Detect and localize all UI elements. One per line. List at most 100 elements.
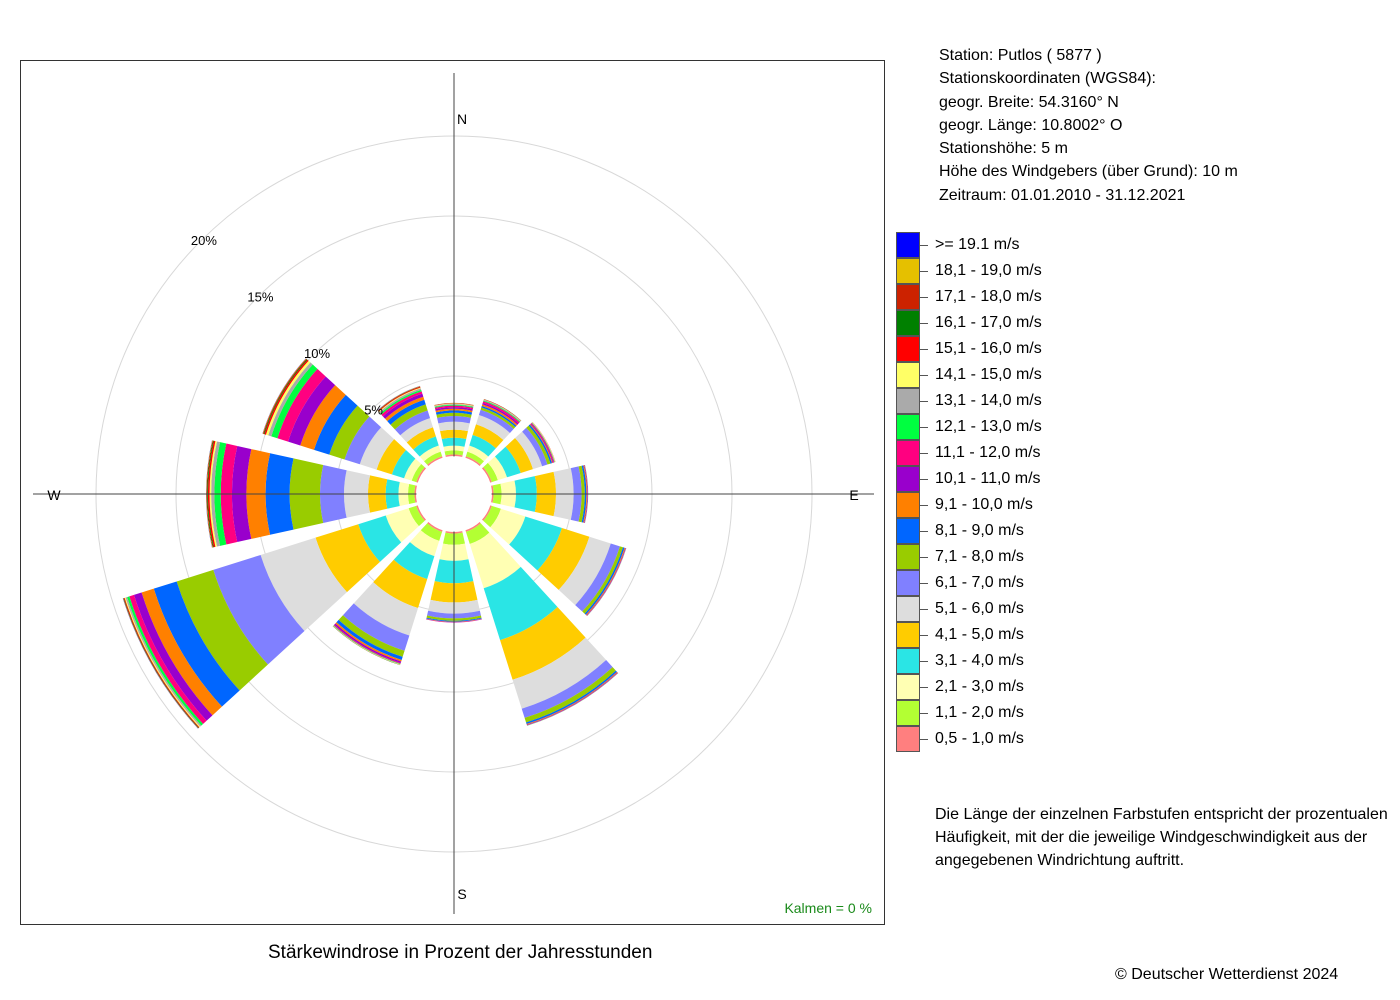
center-hub — [416, 456, 492, 532]
sector-210-band-6 — [342, 603, 410, 651]
sector-0-band-16 — [434, 403, 474, 406]
legend-swatch — [896, 466, 920, 492]
legend-swatch — [896, 622, 920, 648]
sector-0-band-15 — [434, 403, 474, 406]
legend-label: 0,5 - 1,0 m/s — [935, 730, 1024, 747]
legend-label: 16,1 - 17,0 m/s — [935, 314, 1042, 331]
sector-330-band-10 — [382, 393, 424, 419]
sector-240-band-9 — [141, 588, 222, 716]
windrose-plot: 5% 10% 15% 20% N E S W Kalmen = 0 % — [20, 60, 885, 925]
sector-210 — [332, 522, 443, 666]
legend-tick — [920, 505, 928, 506]
sector-120 — [482, 505, 627, 617]
sector-0-band-10 — [435, 407, 473, 411]
legend-swatch — [896, 232, 920, 258]
sector-30-band-3 — [469, 434, 496, 457]
legend-swatch — [896, 284, 920, 310]
sector-30 — [465, 399, 522, 466]
legend-label: 12,1 - 13,0 m/s — [935, 418, 1042, 435]
legend-label: 7,1 - 8,0 m/s — [935, 548, 1024, 565]
sector-30-band-2 — [467, 445, 489, 462]
sector-120-band-1 — [483, 505, 501, 528]
legend-swatch — [896, 336, 920, 362]
legend-swatch — [896, 648, 920, 674]
legend-tick — [920, 609, 928, 610]
sector-300-band-0 — [416, 467, 426, 483]
legend-swatch — [896, 414, 920, 440]
sector-330-band-8 — [387, 399, 426, 425]
legend-tick — [920, 401, 928, 402]
direction-label-W: W — [47, 487, 61, 503]
sector-240-band-2 — [385, 508, 419, 543]
sector-240-band-5 — [260, 537, 347, 632]
station-info-line: Station: Putlos ( 5877 ) — [939, 47, 1102, 64]
sector-300-band-5 — [359, 427, 395, 470]
legend-swatch — [896, 518, 920, 544]
sector-300-band-11 — [277, 368, 326, 442]
sector-150 — [465, 522, 619, 726]
legend-tick — [920, 453, 928, 454]
sector-330-band-11 — [381, 391, 423, 417]
direction-label-E: E — [849, 487, 858, 503]
sector-30-band-7 — [480, 407, 516, 429]
sector-330-band-6 — [394, 410, 431, 436]
sector-150-band-7 — [524, 667, 616, 723]
legend-swatch — [896, 726, 920, 752]
legend-label: 2,1 - 3,0 m/s — [935, 678, 1024, 695]
sector-150-band-1 — [465, 523, 490, 544]
station-info: Station: Putlos ( 5877 ) Stationskoordina… — [939, 44, 1238, 207]
note-line: angegebenen Windrichtung auftritt. — [935, 852, 1185, 869]
sector-180-band-10 — [426, 619, 482, 623]
sector-300-band-7 — [329, 405, 370, 460]
sector-300-band-9 — [300, 385, 346, 450]
sector-330-band-12 — [380, 389, 422, 415]
legend-label: 9,1 - 10,0 m/s — [935, 496, 1033, 513]
sector-330-band-4 — [406, 427, 436, 450]
sector-60-band-1 — [483, 462, 498, 483]
legend-tick — [920, 531, 928, 532]
sector-330-band-7 — [390, 404, 428, 430]
sector-60-band-8 — [528, 424, 553, 464]
station-info-line: Stationskoordinaten (WGS84): — [939, 70, 1156, 88]
sector-300-band-2 — [404, 458, 422, 481]
sector-330-band-9 — [385, 396, 425, 422]
legend-swatch — [896, 492, 920, 518]
sector-30-band-5 — [476, 415, 510, 441]
sector-210-band-0 — [427, 522, 443, 532]
legend-label: 18,1 - 19,0 m/s — [935, 262, 1042, 279]
sector-120-band-4 — [537, 528, 590, 590]
sector-210-band-5 — [353, 582, 419, 636]
sector-240-band-8 — [153, 581, 240, 707]
sector-120-band-3 — [509, 516, 562, 571]
sector-240-band-0 — [416, 505, 426, 521]
legend-tick — [920, 375, 928, 376]
legend-tick — [920, 687, 928, 688]
sector-300-band-14 — [265, 360, 311, 436]
sector-270-band-18 — [206, 440, 213, 548]
sector-60-band-3 — [494, 446, 521, 478]
sector-0-band-14 — [434, 403, 474, 407]
legend-label: 15,1 - 16,0 m/s — [935, 340, 1042, 357]
sector-120-band-7 — [582, 546, 623, 614]
legend-tick — [920, 557, 928, 558]
legend-swatch — [896, 362, 920, 388]
sector-150-band-3 — [483, 566, 558, 641]
sector-210-band-7 — [338, 615, 405, 657]
copyright: © Deutscher Wetterdienst 2024 — [1115, 966, 1339, 983]
sector-270-band-19 — [206, 440, 213, 548]
sector-210-band-1 — [420, 523, 443, 541]
sector-270-band-13 — [211, 441, 221, 547]
legend-label: 8,1 - 9,0 m/s — [935, 522, 1024, 539]
legend-swatch — [896, 570, 920, 596]
sector-300-band-4 — [376, 439, 406, 475]
sector-300-band-3 — [391, 449, 416, 479]
legend-label: 14,1 - 15,0 m/s — [935, 366, 1042, 383]
legend-label: 11,1 - 12,0 m/s — [935, 444, 1041, 461]
sector-240-band-11 — [129, 594, 207, 724]
sector-240-band-10 — [133, 592, 213, 721]
sector-240-band-1 — [408, 505, 425, 527]
ring-label-5: 5% — [364, 403, 383, 418]
sector-270-band-14 — [209, 441, 217, 547]
sector-150-band-0 — [465, 522, 481, 532]
sector-330 — [377, 385, 443, 466]
